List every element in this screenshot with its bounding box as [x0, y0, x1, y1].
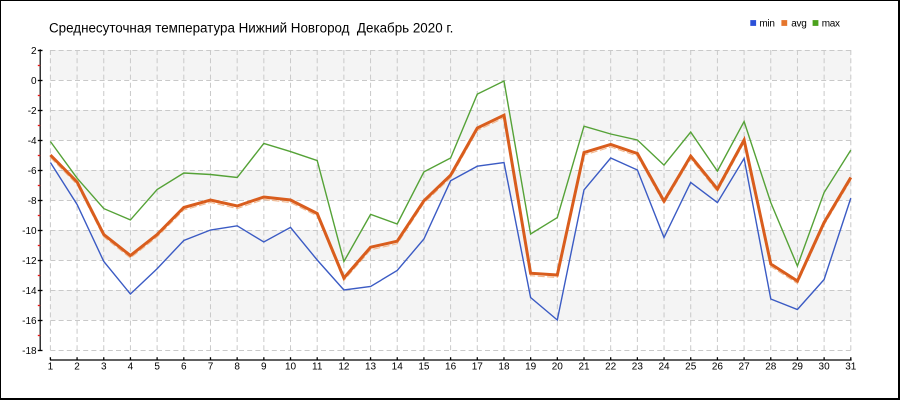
svg-text:27: 27: [738, 361, 750, 372]
svg-text:10: 10: [284, 361, 296, 372]
svg-text:avg: avg: [791, 18, 806, 29]
svg-text:24: 24: [658, 361, 670, 372]
svg-text:13: 13: [364, 361, 376, 372]
svg-text:-18: -18: [22, 346, 37, 357]
svg-text:26: 26: [711, 361, 723, 372]
svg-text:16: 16: [445, 361, 457, 372]
svg-text:17: 17: [471, 361, 483, 372]
svg-text:9: 9: [261, 361, 267, 372]
svg-text:-6: -6: [27, 166, 36, 177]
svg-text:-12: -12: [22, 256, 37, 267]
svg-text:29: 29: [791, 361, 803, 372]
svg-text:20: 20: [551, 361, 563, 372]
svg-text:Среднесуточная температура Ниж: Среднесуточная температура Нижний Новгор…: [49, 20, 453, 35]
svg-text:0: 0: [31, 76, 37, 87]
svg-text:28: 28: [765, 361, 777, 372]
svg-text:18: 18: [498, 361, 510, 372]
svg-text:-14: -14: [22, 286, 37, 297]
svg-text:14: 14: [391, 361, 403, 372]
svg-text:-8: -8: [27, 196, 36, 207]
svg-text:3: 3: [100, 361, 106, 372]
svg-text:2: 2: [74, 361, 80, 372]
svg-text:23: 23: [631, 361, 643, 372]
svg-text:7: 7: [207, 361, 213, 372]
svg-text:-4: -4: [27, 136, 36, 147]
svg-text:12: 12: [338, 361, 350, 372]
svg-text:11: 11: [312, 361, 323, 372]
svg-text:2: 2: [31, 46, 37, 57]
svg-text:6: 6: [181, 361, 187, 372]
svg-text:1: 1: [47, 361, 53, 372]
svg-text:5: 5: [154, 361, 160, 372]
svg-text:8: 8: [234, 361, 240, 372]
svg-text:max: max: [821, 18, 839, 29]
svg-text:-16: -16: [22, 316, 37, 327]
svg-text:30: 30: [818, 361, 830, 372]
svg-text:25: 25: [685, 361, 697, 372]
svg-text:-2: -2: [27, 106, 36, 117]
svg-text:-10: -10: [22, 226, 37, 237]
svg-text:15: 15: [418, 361, 430, 372]
svg-text:19: 19: [525, 361, 537, 372]
svg-text:min: min: [759, 18, 774, 29]
svg-text:21: 21: [578, 361, 590, 372]
svg-text:4: 4: [127, 361, 133, 372]
svg-text:22: 22: [605, 361, 617, 372]
svg-text:31: 31: [845, 361, 857, 372]
